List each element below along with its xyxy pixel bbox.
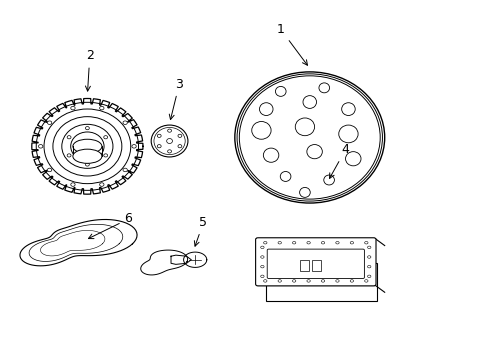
- Polygon shape: [141, 250, 187, 275]
- Ellipse shape: [85, 163, 89, 166]
- Ellipse shape: [260, 275, 264, 278]
- Ellipse shape: [151, 125, 187, 157]
- Ellipse shape: [240, 76, 379, 198]
- Ellipse shape: [278, 280, 281, 282]
- Ellipse shape: [73, 149, 102, 163]
- Polygon shape: [183, 252, 206, 267]
- Ellipse shape: [306, 280, 310, 282]
- Bar: [311, 260, 320, 271]
- Ellipse shape: [35, 101, 140, 192]
- Ellipse shape: [335, 280, 339, 282]
- Ellipse shape: [260, 256, 264, 258]
- Ellipse shape: [364, 242, 367, 244]
- Ellipse shape: [278, 242, 281, 244]
- Ellipse shape: [292, 280, 295, 282]
- Ellipse shape: [306, 242, 310, 244]
- Ellipse shape: [103, 136, 107, 139]
- Ellipse shape: [260, 265, 264, 268]
- Text: 5: 5: [194, 216, 207, 246]
- Ellipse shape: [263, 242, 266, 244]
- Ellipse shape: [100, 106, 104, 110]
- Ellipse shape: [292, 242, 295, 244]
- Ellipse shape: [349, 280, 353, 282]
- Ellipse shape: [335, 242, 339, 244]
- Ellipse shape: [73, 139, 102, 153]
- Ellipse shape: [47, 168, 52, 172]
- Ellipse shape: [123, 168, 127, 172]
- FancyBboxPatch shape: [255, 238, 375, 286]
- Ellipse shape: [85, 127, 89, 130]
- Ellipse shape: [367, 265, 370, 268]
- Ellipse shape: [132, 145, 136, 148]
- Polygon shape: [171, 255, 191, 264]
- Ellipse shape: [260, 246, 264, 249]
- Text: 3: 3: [169, 78, 183, 120]
- Ellipse shape: [67, 136, 71, 139]
- Ellipse shape: [349, 242, 353, 244]
- Ellipse shape: [367, 256, 370, 258]
- Bar: [265, 262, 377, 301]
- Ellipse shape: [367, 275, 370, 278]
- Polygon shape: [20, 220, 137, 266]
- Text: 4: 4: [329, 143, 348, 179]
- Bar: [256, 238, 374, 285]
- Ellipse shape: [71, 106, 75, 110]
- Ellipse shape: [103, 154, 107, 157]
- Text: 2: 2: [85, 49, 94, 91]
- Ellipse shape: [100, 183, 104, 186]
- Ellipse shape: [47, 121, 52, 125]
- Bar: [300, 260, 308, 271]
- Ellipse shape: [123, 121, 127, 125]
- Ellipse shape: [67, 154, 71, 157]
- Ellipse shape: [321, 242, 324, 244]
- Ellipse shape: [364, 280, 367, 282]
- Ellipse shape: [321, 280, 324, 282]
- Ellipse shape: [263, 280, 266, 282]
- Ellipse shape: [367, 246, 370, 249]
- Text: 6: 6: [88, 212, 132, 239]
- Ellipse shape: [71, 183, 75, 186]
- Ellipse shape: [39, 145, 43, 148]
- Text: 1: 1: [276, 23, 307, 65]
